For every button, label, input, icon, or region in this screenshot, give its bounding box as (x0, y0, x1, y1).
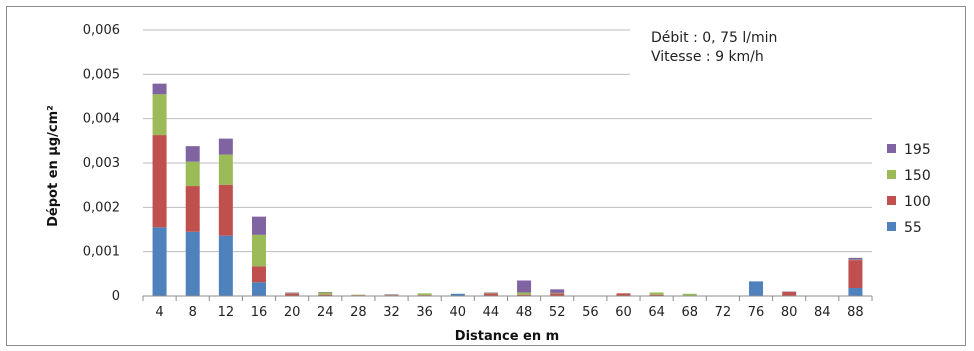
x-tick-label: 56 (582, 305, 599, 320)
bar-segment-100 (251, 266, 266, 283)
x-tick-label: 16 (251, 305, 268, 320)
y-tick-label: 0,003 (83, 156, 120, 171)
legend-label-195: 195 (904, 142, 931, 158)
x-tick-label: 68 (681, 305, 698, 320)
x-tick-label: 36 (416, 305, 433, 320)
bar-segment-100 (152, 135, 167, 228)
legend-label-100: 100 (904, 194, 931, 210)
bar-segment-55 (450, 293, 465, 296)
bar-segment-195 (517, 280, 532, 293)
y-tick-label: 0,005 (83, 67, 120, 82)
x-tick-label: 48 (516, 305, 533, 320)
bar-segment-195 (218, 138, 233, 155)
legend-swatch-150 (887, 170, 896, 179)
bar-segment-100 (550, 293, 565, 296)
x-tick-label: 20 (284, 305, 301, 320)
bar-segment-100 (782, 292, 797, 296)
bar-segment-100 (517, 294, 532, 296)
x-tick-label: 64 (648, 305, 665, 320)
x-tick-label: 60 (615, 305, 632, 320)
legend-label-55: 55 (904, 220, 922, 236)
bar-segment-150 (251, 234, 266, 267)
bar-segment-150 (318, 292, 333, 295)
bar-segment-195 (152, 83, 167, 95)
bar-segment-150 (649, 292, 664, 295)
x-tick-label: 44 (483, 305, 500, 320)
bar-segment-100 (848, 260, 863, 289)
bar-segment-100 (616, 293, 631, 296)
bar-segment-55 (749, 281, 764, 296)
bar-segment-55 (152, 227, 167, 296)
bar-segment-55 (185, 231, 200, 296)
bar-segment-55 (848, 288, 863, 296)
x-tick-label: 8 (189, 305, 197, 320)
annotation-flow-rate: Débit : 0, 75 l/min (651, 30, 777, 46)
annotation-box (630, 18, 926, 80)
x-tick-labels: 4 8 12 16 20 24 28 32 36 40 44 48 52 56 60 64 68 72 76 80 84… (142, 296, 873, 320)
bar-segment-195 (251, 216, 266, 235)
x-tick-label: 32 (383, 305, 400, 320)
bar-segment-150 (218, 154, 233, 185)
x-tick-label: 76 (748, 305, 765, 320)
y-axis-title: Dépot en µg/cm² (46, 105, 61, 227)
x-tick-label: 40 (450, 305, 467, 320)
x-tick-label: 84 (814, 305, 831, 320)
bar-segment-150 (185, 161, 200, 187)
x-tick-label: 80 (781, 305, 798, 320)
y-tick-label: 0,004 (83, 112, 120, 127)
x-tick-label: 12 (218, 305, 235, 320)
x-axis-title: Distance en m (455, 329, 559, 344)
bar-segment-150 (682, 293, 697, 296)
legend: 195 150 100 55 (887, 142, 931, 236)
y-tick-labels: 0 0,001 0,002 0,003 0,004 0,005 0,006 (83, 23, 120, 304)
legend-swatch-100 (887, 196, 896, 205)
bar-segment-55 (218, 235, 233, 296)
bar-segment-195 (185, 146, 200, 162)
bar-segment-100 (318, 294, 333, 296)
x-tick-label: 52 (549, 305, 566, 320)
x-tick-label: 4 (155, 305, 163, 320)
bar-segment-100 (649, 294, 664, 296)
bar-segment-195 (848, 257, 863, 260)
bar-segment-55 (251, 282, 266, 296)
y-tick-label: 0 (112, 289, 120, 304)
bar-segment-100 (185, 186, 200, 232)
bar-segment-150 (152, 94, 167, 136)
annotation-speed: Vitesse : 9 km/h (651, 49, 764, 65)
legend-label-150: 150 (904, 168, 931, 184)
bar-segment-150 (517, 292, 532, 295)
legend-swatch-195 (887, 144, 896, 153)
legend-swatch-55 (887, 222, 896, 231)
bar-segment-100 (218, 184, 233, 236)
bars (152, 83, 863, 296)
bar-segment-150 (417, 293, 432, 296)
y-tick-label: 0,002 (83, 200, 120, 215)
x-tick-label: 28 (350, 305, 367, 320)
y-tick-label: 0,001 (83, 245, 120, 260)
x-tick-label: 72 (715, 305, 732, 320)
y-tick-label: 0,006 (83, 23, 120, 38)
x-tick-label: 88 (847, 305, 864, 320)
bar-segment-100 (483, 293, 498, 296)
x-tick-label: 24 (317, 305, 334, 320)
bar-segment-195 (550, 289, 565, 293)
bar-segment-100 (285, 293, 300, 296)
